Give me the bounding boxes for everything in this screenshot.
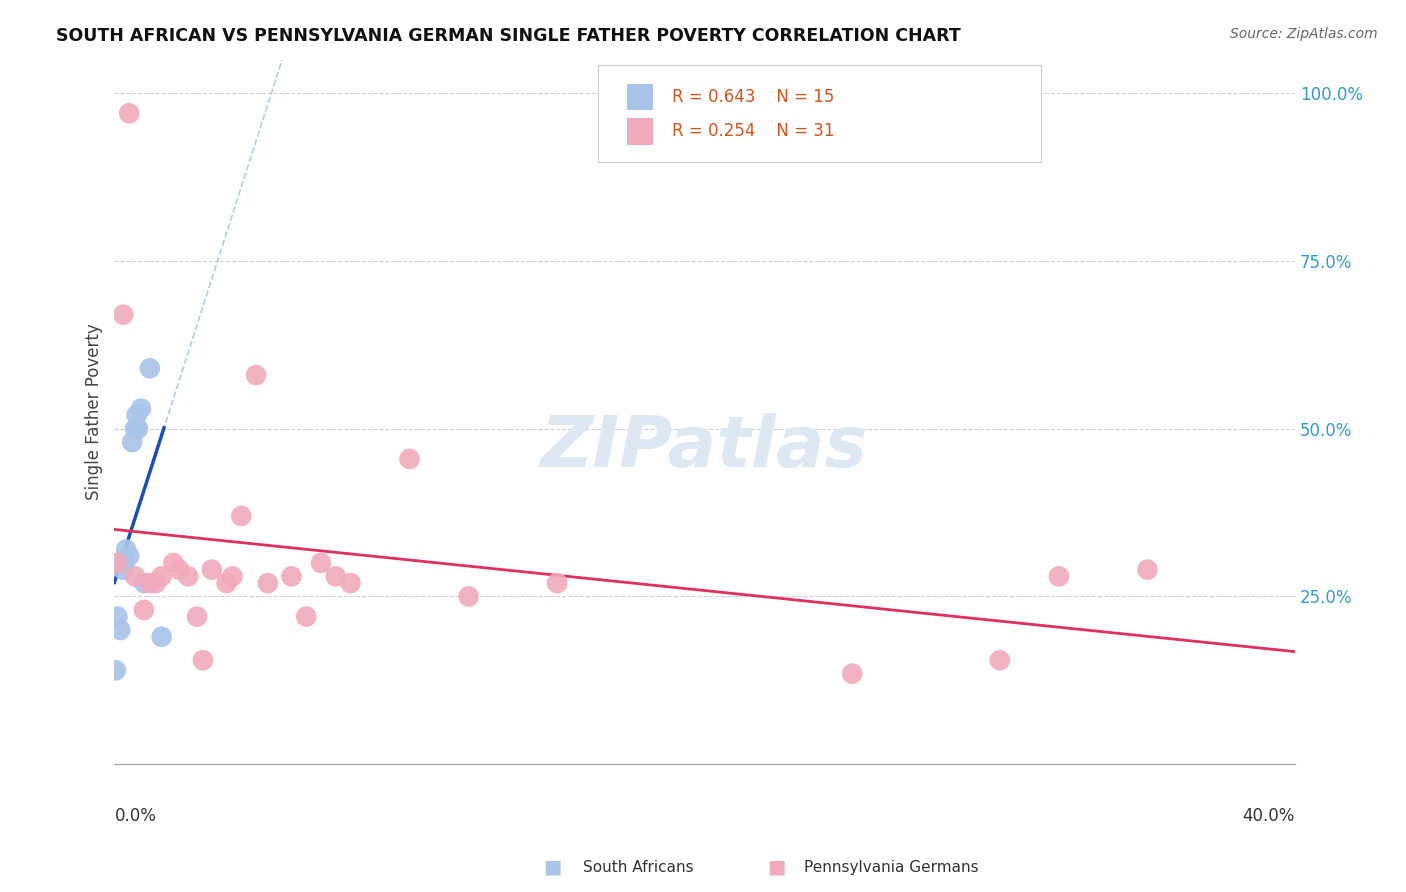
Point bbox=[245, 368, 267, 382]
Point bbox=[1136, 563, 1159, 577]
Text: ZIPatlas: ZIPatlas bbox=[541, 413, 869, 482]
Point bbox=[105, 609, 128, 624]
Point bbox=[201, 563, 224, 577]
Point bbox=[162, 556, 184, 570]
Point bbox=[1047, 569, 1070, 583]
Point bbox=[280, 569, 302, 583]
Text: ■: ■ bbox=[543, 857, 562, 877]
Text: ■: ■ bbox=[766, 857, 786, 877]
Point bbox=[186, 609, 208, 624]
Point bbox=[139, 361, 162, 376]
Text: SOUTH AFRICAN VS PENNSYLVANIA GERMAN SINGLE FATHER POVERTY CORRELATION CHART: SOUTH AFRICAN VS PENNSYLVANIA GERMAN SIN… bbox=[56, 27, 960, 45]
Point bbox=[105, 556, 128, 570]
Text: 40.0%: 40.0% bbox=[1243, 806, 1295, 824]
Point bbox=[132, 603, 155, 617]
Text: R = 0.254    N = 31: R = 0.254 N = 31 bbox=[672, 122, 834, 140]
Point bbox=[546, 576, 568, 591]
Point bbox=[398, 451, 420, 466]
Point bbox=[139, 576, 162, 591]
Point bbox=[125, 409, 148, 423]
FancyBboxPatch shape bbox=[599, 64, 1042, 161]
Point bbox=[145, 576, 167, 591]
Point bbox=[215, 576, 238, 591]
Point bbox=[177, 569, 200, 583]
FancyBboxPatch shape bbox=[627, 84, 652, 111]
Text: Pennsylvania Germans: Pennsylvania Germans bbox=[804, 860, 979, 874]
Point bbox=[841, 666, 863, 681]
Point bbox=[150, 569, 173, 583]
Point bbox=[150, 630, 173, 644]
Point bbox=[121, 435, 143, 450]
Point bbox=[127, 422, 149, 436]
Point bbox=[309, 556, 332, 570]
Text: R = 0.643    N = 15: R = 0.643 N = 15 bbox=[672, 88, 834, 106]
Point bbox=[221, 569, 243, 583]
Point bbox=[118, 106, 141, 120]
Point bbox=[118, 549, 141, 564]
FancyBboxPatch shape bbox=[627, 118, 652, 145]
Point bbox=[114, 556, 136, 570]
Point bbox=[124, 569, 146, 583]
Point bbox=[129, 401, 152, 416]
Point bbox=[112, 308, 135, 322]
Point bbox=[257, 576, 280, 591]
Point bbox=[112, 563, 135, 577]
Point bbox=[132, 576, 155, 591]
Point bbox=[191, 653, 214, 667]
Point bbox=[231, 508, 253, 523]
Point bbox=[169, 563, 191, 577]
Point bbox=[124, 422, 146, 436]
Text: 0.0%: 0.0% bbox=[114, 806, 156, 824]
Point bbox=[115, 542, 138, 557]
Point bbox=[457, 590, 479, 604]
Point bbox=[325, 569, 347, 583]
Text: Source: ZipAtlas.com: Source: ZipAtlas.com bbox=[1230, 27, 1378, 41]
Point bbox=[104, 663, 127, 677]
Point bbox=[295, 609, 318, 624]
Point bbox=[339, 576, 361, 591]
Text: South Africans: South Africans bbox=[583, 860, 695, 874]
Y-axis label: Single Father Poverty: Single Father Poverty bbox=[86, 324, 103, 500]
Point bbox=[110, 623, 132, 637]
Point bbox=[988, 653, 1011, 667]
